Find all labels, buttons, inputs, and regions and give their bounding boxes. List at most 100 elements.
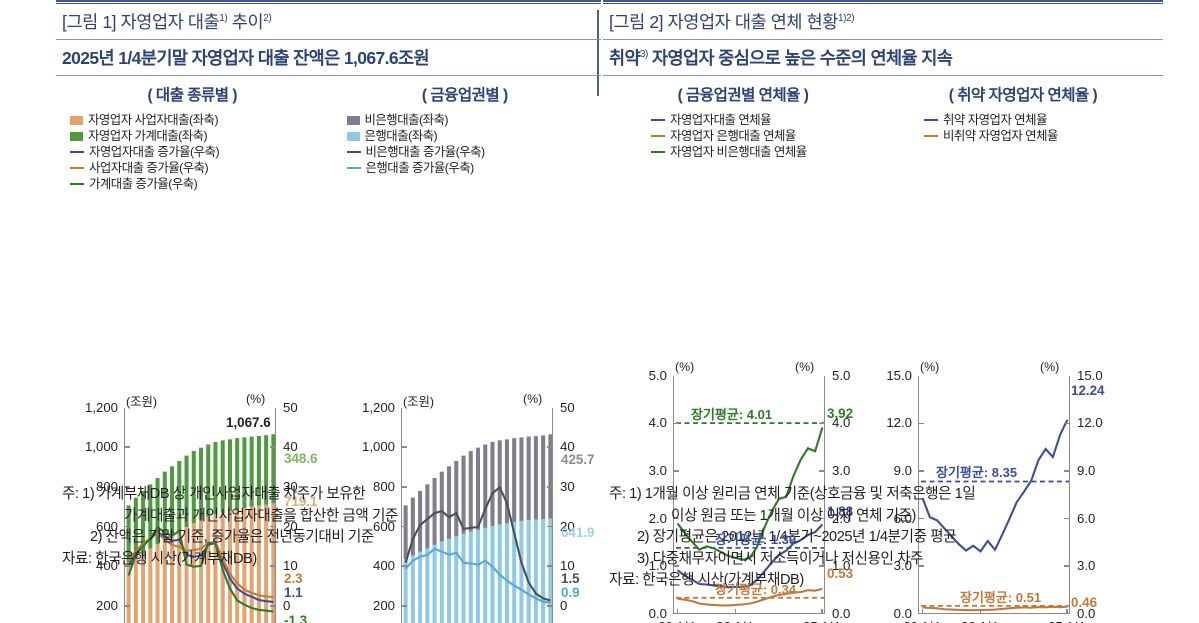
y-tick-label: 400 <box>95 558 118 574</box>
legend-item: 자영업자 비은행대출 연체율 <box>651 145 890 159</box>
bar-segment <box>468 531 473 623</box>
legend-label: 사업자대출 증가율(우축) <box>89 160 209 175</box>
bar-segment <box>141 552 146 623</box>
legend-swatch-box-icon <box>346 131 360 141</box>
y2-tick-mark <box>270 486 276 488</box>
legend-item: 비취약 자영업자 연체율 <box>924 129 1163 143</box>
business-growth-annotation: 2.3 <box>284 570 303 586</box>
y-tick-label: 15.0 <box>886 367 912 383</box>
unit-label-right: (%) <box>1040 359 1060 374</box>
y-tick-label: 800 <box>372 478 395 494</box>
series-line <box>676 523 824 589</box>
legend-loan-by-type: 자영업자 사업자대출(좌축) 자영업자 가계대출(좌축) 자영업자대출 증가율(… <box>56 113 325 193</box>
series-line <box>922 605 1068 611</box>
y-tick-mark <box>918 470 924 472</box>
bar-segment <box>410 497 415 555</box>
figure-2-legends: 자영업자대출 연체율 자영업자 은행대출 연체율 자영업자 비은행대출 연체율 … <box>603 113 1163 161</box>
y2-tick-label: 20 <box>283 518 298 534</box>
y2-tick-label: 12.0 <box>1077 415 1103 431</box>
y-tick-label: 2.0 <box>648 510 667 526</box>
y2-tick-mark <box>270 605 276 607</box>
legend-label: 비은행대출(좌축) <box>364 113 449 127</box>
y-tick-mark <box>918 565 924 567</box>
y-tick-mark <box>673 565 679 567</box>
panel-divider <box>597 10 599 96</box>
note-line: 가계대출과 개인사업자대출을 합산한 금액 기준 <box>124 507 398 524</box>
series-layer <box>126 433 275 623</box>
bar-segment <box>490 525 495 623</box>
bar-segment <box>533 435 538 519</box>
bar-segment <box>133 497 138 557</box>
chart-loan-by-type: (조원)(%)02004006008001,0001,200-100102030… <box>56 193 346 623</box>
bar-segment <box>526 436 531 520</box>
plot-area-loan-by-sector <box>401 407 553 623</box>
plot-area-loan-by-type <box>124 407 276 623</box>
header-top-rule <box>56 0 601 4</box>
bar-segment <box>512 521 517 623</box>
y2-tick-mark <box>1064 517 1070 520</box>
long-average-label: 장기평균: 4.01 <box>691 406 773 422</box>
bar-segment <box>418 551 423 623</box>
bar-segment <box>454 535 459 623</box>
y2-tick-mark <box>547 486 553 488</box>
y-tick-mark <box>401 486 407 488</box>
y-tick-label: 1,200 <box>361 399 395 415</box>
household-growth-annotation: -1.3 <box>284 612 308 623</box>
bar-segment <box>249 436 254 507</box>
figure-1-title-text: [그림 1] 자영업자 대출 <box>62 12 220 32</box>
legend-label: 자영업자 가계대출(좌축) <box>88 128 208 143</box>
y-tick-mark <box>124 446 130 448</box>
bank-loan-annotation: 641.9 <box>561 524 595 540</box>
note-line: 주: 1) 가계부채DB 상 개인사업자대출 차주가 보유한 <box>62 486 366 502</box>
x-tick-mark <box>1066 608 1068 614</box>
y2-tick-mark <box>547 446 553 448</box>
y-tick-label: 600 <box>95 518 118 534</box>
legend-label: 취약 자영업자 연체율 <box>943 113 1047 127</box>
y-tick-label: 6.0 <box>893 510 912 526</box>
unit-label-left: (%) <box>920 359 940 374</box>
nonbank-delinquency-annotation: 3.92 <box>827 405 854 421</box>
figure-1-header: [그림 1] 자영업자 대출1) 추이2) 2025년 1/4분기말 자영업자 … <box>56 0 601 76</box>
y2-tick-label: 40 <box>283 439 298 455</box>
bar-segment <box>454 460 459 536</box>
legend-item: 비은행대출 증가율(우축) <box>346 145 602 159</box>
unit-label-right: (%) <box>246 391 266 406</box>
legend-swatch-line-icon <box>651 151 665 154</box>
total-growth-annotation: 1.1 <box>284 584 303 600</box>
legend-label: 은행대출 증가율(우축) <box>365 160 475 175</box>
y-tick-label: 3.0 <box>893 558 912 574</box>
note-line: 2) 잔액은 기말 기준, 증가율은 전년동기대비 기준 <box>90 529 374 545</box>
nonbank-loan-annotation: 425.7 <box>561 451 595 467</box>
business-loan-annotation: 719.1 <box>284 493 318 509</box>
bar-segment <box>126 504 131 563</box>
bar-segment <box>519 436 524 521</box>
legend-item: 자영업자 사업자대출(좌축) <box>70 113 325 127</box>
legend-item: 비은행대출(좌축) <box>346 113 602 127</box>
bar-segment <box>548 433 552 519</box>
legend-delinquency-by-sector: 자영업자대출 연체율 자영업자 은행대출 연체율 자영업자 비은행대출 연체율 <box>603 113 890 161</box>
chart-caption-loan-by-sector: ( 금융업권별 ) <box>421 87 508 104</box>
figure-2-panel: [그림 2] 자영업자 대출 연체 현황1)2) 취약3) 자영업자 중심으로 … <box>603 0 1163 623</box>
bar-segment <box>425 547 430 623</box>
y2-tick-label: 40 <box>560 439 575 455</box>
bar-segment <box>170 535 175 623</box>
series-line <box>921 419 1069 553</box>
bar-segment <box>155 477 160 544</box>
bar-segment <box>177 531 182 623</box>
figure-2-chart-captions: ( 금융업권별 연체율 ) ( 취약 자영업자 연체율 ) <box>603 83 1163 105</box>
bar-segment <box>483 527 488 623</box>
chart-caption-vulnerable-delinquency: ( 취약 자영업자 연체율 ) <box>948 87 1098 104</box>
x-tick-label: 22.1/4 <box>950 619 1010 623</box>
legend-swatch-line-icon <box>346 166 361 169</box>
legend-swatch-line-icon <box>651 135 665 138</box>
plot-area-delinquency-by-sector <box>673 375 825 614</box>
x-tick-label: 22.1/4 <box>705 619 765 623</box>
figure-1-subtitle: 2025년 1/4분기말 자영업자 대출 잔액은 1,067.6조원 <box>62 48 430 68</box>
y2-tick-mark <box>270 525 276 528</box>
y-tick-mark <box>918 422 924 424</box>
bar-segment <box>541 518 546 623</box>
bar-segment <box>191 450 196 523</box>
legend-label: 비취약 자영업자 연체율 <box>943 128 1058 143</box>
y-tick-mark <box>124 486 130 488</box>
y2-tick-mark <box>270 446 276 448</box>
